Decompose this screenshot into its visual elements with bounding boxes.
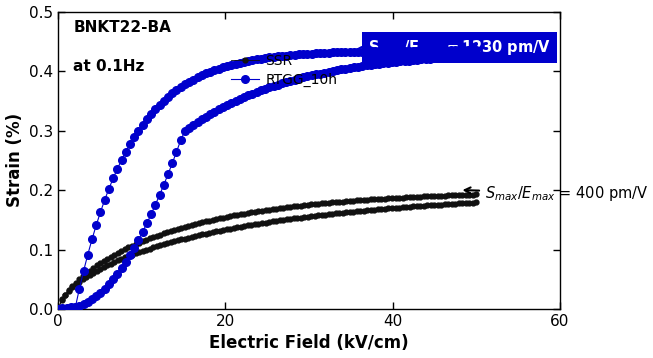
Text: BNKT22-BA: BNKT22-BA [73,20,171,35]
SSR [342,199,350,203]
Text: $\mathbf{S_{max}/E_{max} = 1230\ pm/V}$: $\mathbf{S_{max}/E_{max} = 1230\ pm/V}$ [356,38,550,57]
RTGG_10h [439,48,447,53]
SSR [142,238,150,242]
Legend: SSR, RTGG_10h: SSR, RTGG_10h [231,54,338,87]
RTGG_10h [472,48,480,53]
Text: $S_{max}/E_{max}$ = 400 pm/V: $S_{max}/E_{max}$ = 400 pm/V [465,184,648,203]
RTGG_10h [54,307,62,311]
RTGG_10h [304,52,311,56]
Line: SSR: SSR [56,192,479,311]
Y-axis label: Strain (%): Strain (%) [6,113,24,207]
X-axis label: Electric Field (kV/cm): Electric Field (kV/cm) [209,334,409,352]
SSR [286,205,294,209]
RTGG_10h [270,55,278,59]
SSR [472,192,480,197]
SSR [458,193,466,197]
SSR [167,229,174,233]
RTGG_10h [451,48,459,53]
RTGG_10h [135,129,142,133]
SSR [385,196,392,200]
SSR [54,307,62,311]
RTGG_10h [151,107,159,111]
Text: at 0.1Hz: at 0.1Hz [73,59,145,74]
Line: RTGG_10h: RTGG_10h [54,47,480,313]
